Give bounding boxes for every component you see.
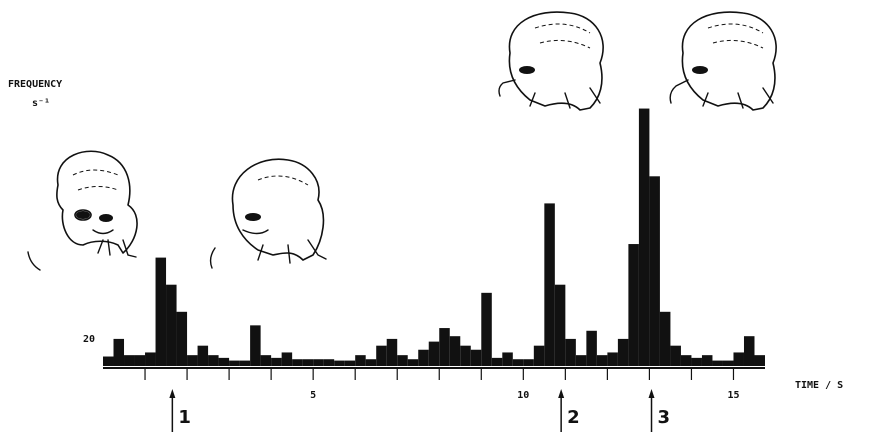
bar	[492, 358, 503, 366]
bar	[376, 346, 387, 366]
bar	[408, 359, 419, 366]
toad-eye	[245, 213, 261, 221]
bar	[240, 361, 251, 366]
toad-illustration	[232, 159, 326, 263]
bar	[219, 358, 230, 366]
toad-eye	[76, 211, 90, 219]
annotation: 1	[178, 407, 191, 428]
bar	[114, 339, 125, 366]
bar	[712, 361, 723, 366]
bar	[366, 359, 377, 366]
bar	[639, 109, 650, 366]
bar	[250, 325, 261, 366]
bar	[670, 346, 681, 366]
bar	[303, 359, 314, 366]
bar	[723, 361, 734, 366]
bar	[429, 342, 440, 366]
arrow-head	[169, 389, 175, 398]
x-axis-label: TIME / S	[795, 380, 843, 391]
bar	[691, 358, 702, 366]
bar	[544, 203, 555, 366]
bar	[124, 355, 135, 366]
bar	[198, 346, 209, 366]
bar	[261, 355, 272, 366]
bar	[187, 355, 198, 366]
bar	[481, 293, 492, 366]
bar	[229, 361, 240, 366]
annotation: 2	[567, 407, 580, 428]
bar	[103, 357, 114, 366]
bar	[282, 352, 293, 366]
x-tick-label: 5	[310, 390, 316, 401]
bar	[145, 352, 156, 366]
bar	[702, 355, 713, 366]
bar	[681, 355, 692, 366]
bar	[523, 359, 534, 366]
y-axis-unit: s⁻¹	[32, 98, 50, 109]
bar	[313, 359, 324, 366]
bar	[387, 339, 398, 366]
bar	[534, 346, 545, 366]
bar	[271, 358, 282, 366]
bar	[334, 361, 345, 366]
y-tick-label: 20	[83, 334, 95, 345]
toad-eye	[99, 214, 113, 222]
bar	[292, 359, 303, 366]
bar	[324, 359, 335, 366]
bar	[555, 285, 566, 366]
bar	[355, 355, 366, 366]
bar	[439, 328, 450, 366]
x-tick-label: 10	[517, 390, 529, 401]
toad-illustration	[670, 12, 776, 110]
bar	[586, 331, 597, 366]
bar	[208, 355, 219, 366]
toad-eye	[692, 66, 708, 74]
bar	[156, 258, 167, 366]
toad-illustration	[499, 12, 603, 110]
x-tick-label: 15	[727, 390, 739, 401]
y-axis-label: FREQUENCY	[8, 79, 62, 90]
bar	[471, 350, 482, 366]
bar	[744, 336, 755, 366]
bar	[177, 312, 188, 366]
worm	[211, 248, 215, 268]
worm	[28, 252, 40, 270]
bar	[565, 339, 576, 366]
bar	[649, 176, 660, 366]
toad-eye	[519, 66, 535, 74]
bar	[597, 355, 608, 366]
bar	[618, 339, 629, 366]
bar	[754, 355, 765, 366]
bar	[660, 312, 671, 366]
bar	[450, 336, 461, 366]
bar	[513, 359, 524, 366]
chart: FREQUENCY s⁻¹ TIME / S 5 10 15 20 1 2 3	[0, 0, 869, 435]
bar	[345, 361, 356, 366]
bar	[397, 355, 408, 366]
arrow-head	[649, 389, 655, 398]
bar	[733, 352, 744, 366]
bar	[460, 346, 471, 366]
bar	[607, 352, 618, 366]
annotation: 3	[658, 407, 671, 428]
bar	[576, 355, 587, 366]
bar	[502, 352, 513, 366]
bar	[135, 355, 146, 366]
arrow-head	[558, 389, 564, 398]
bar	[418, 350, 429, 366]
bar	[628, 244, 639, 366]
toad-illustration	[57, 151, 137, 257]
bar	[166, 285, 177, 366]
